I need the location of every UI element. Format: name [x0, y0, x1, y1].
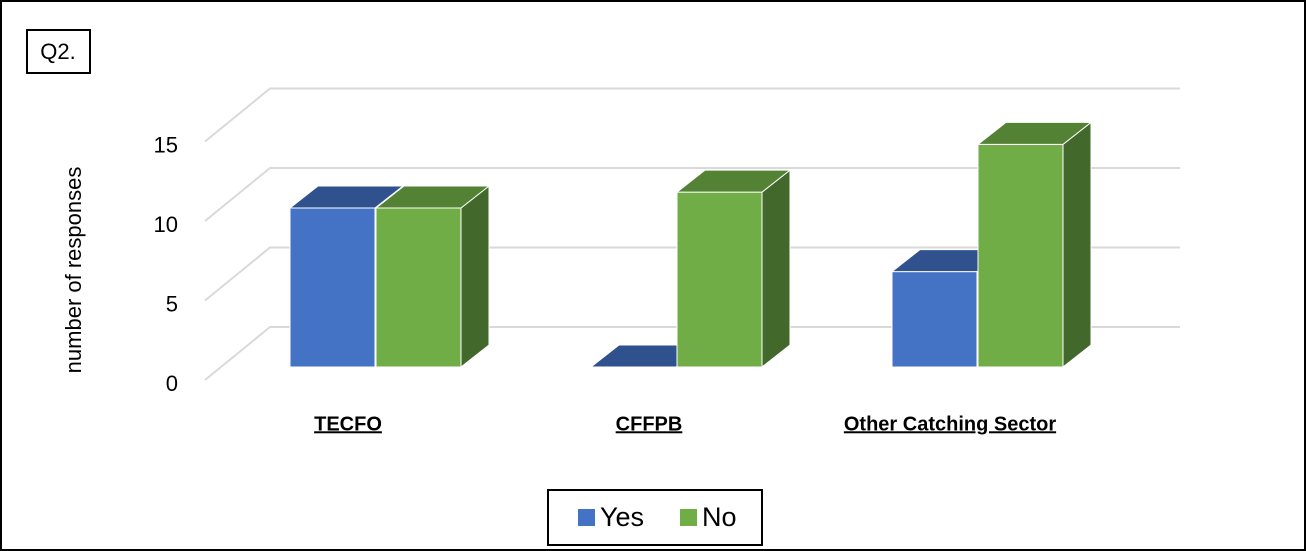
- legend-label: Yes: [600, 502, 644, 532]
- x-tick-label: TECFO: [314, 413, 382, 435]
- y-tick-label: 0: [166, 371, 178, 396]
- bar: [891, 271, 978, 368]
- x-tick-label: Other Catching Sector: [844, 413, 1056, 435]
- bar-side: [761, 169, 791, 369]
- x-tick-label: CFFPB: [616, 413, 683, 435]
- y-tick-label: 15: [154, 132, 178, 157]
- bar-top: [976, 121, 1093, 145]
- bar: [676, 191, 763, 368]
- bar: [375, 207, 462, 368]
- grid-line: [204, 167, 1180, 222]
- bar: [977, 143, 1064, 368]
- title-box: [26, 29, 91, 74]
- grid-line: [204, 87, 1180, 143]
- y-tick-label: 10: [154, 212, 178, 237]
- legend-swatch: [578, 509, 595, 526]
- bar-top: [374, 185, 491, 209]
- y-axis-title: number of responses: [61, 167, 86, 374]
- grid-line: [204, 246, 1180, 302]
- y-tick-label: 5: [166, 291, 178, 316]
- chart-title: Q2.: [40, 39, 75, 64]
- legend-swatch: [680, 509, 697, 526]
- bar-top: [288, 185, 405, 209]
- bar-side: [460, 184, 490, 369]
- bar: [289, 207, 376, 368]
- bar-side: [1062, 121, 1092, 369]
- grid-line: [204, 326, 1180, 381]
- legend-label: No: [702, 502, 737, 532]
- bar-top: [675, 169, 792, 193]
